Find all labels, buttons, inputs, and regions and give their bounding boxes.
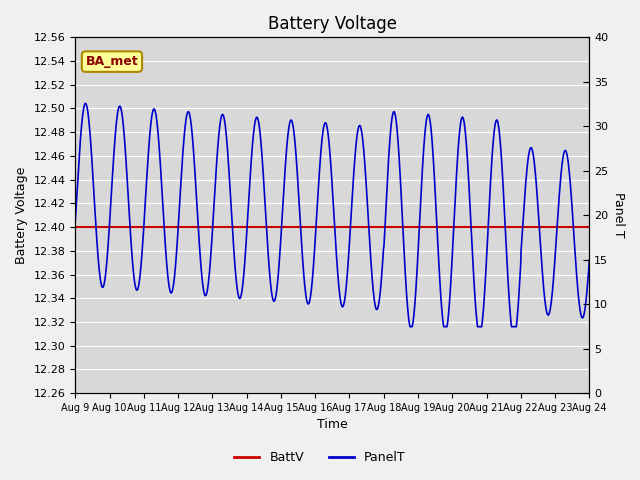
Text: BA_met: BA_met <box>86 55 138 68</box>
Legend: BattV, PanelT: BattV, PanelT <box>229 446 411 469</box>
Y-axis label: Battery Voltage: Battery Voltage <box>15 167 28 264</box>
Title: Battery Voltage: Battery Voltage <box>268 15 397 33</box>
Y-axis label: Panel T: Panel T <box>612 192 625 238</box>
X-axis label: Time: Time <box>317 419 348 432</box>
